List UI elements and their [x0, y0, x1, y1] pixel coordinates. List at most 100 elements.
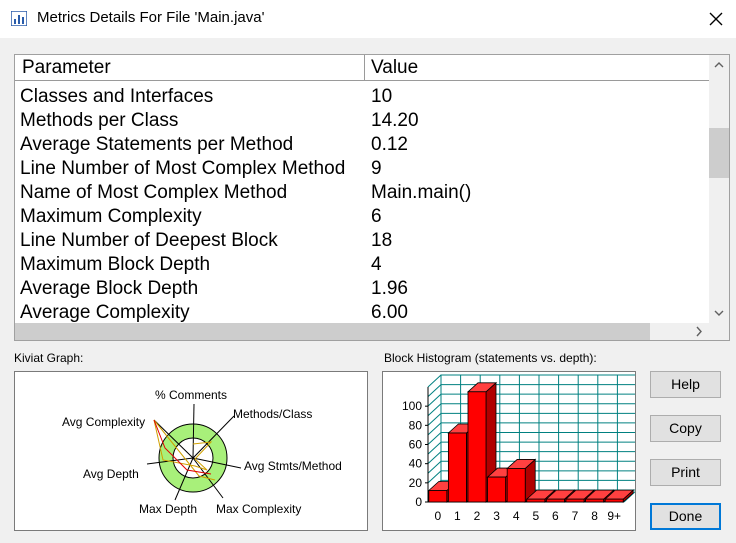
parameter-cell: Average Statements per Method	[20, 134, 294, 155]
histogram-x-tick-label: 4	[513, 509, 520, 523]
histogram-x-tick-label: 6	[552, 509, 559, 523]
copy-button[interactable]: Copy	[650, 415, 721, 442]
parameter-cell: Average Block Depth	[20, 278, 199, 299]
vertical-scroll-thumb[interactable]	[709, 128, 729, 178]
column-divider[interactable]	[364, 55, 365, 81]
column-header-parameter[interactable]: Parameter	[22, 57, 111, 78]
done-button[interactable]: Done	[650, 503, 721, 530]
value-cell: 9	[371, 158, 382, 179]
table-body: Classes and Interfaces 10 Methods per Cla…	[15, 81, 709, 323]
window-title: Metrics Details For File 'Main.java'	[37, 9, 265, 26]
histogram-y-ticks: 0 20 40 60 80 100	[402, 399, 428, 509]
histogram-x-tick-label: 9+	[607, 509, 621, 523]
histogram-bars	[427, 381, 635, 503]
kiviat-axis-label: Avg Complexity	[62, 415, 145, 429]
block-histogram-label: Block Histogram (statements vs. depth):	[384, 351, 597, 365]
parameter-cell: Classes and Interfaces	[20, 86, 214, 107]
histogram-bar	[585, 498, 605, 503]
value-cell: 6	[371, 206, 382, 227]
parameter-cell: Maximum Complexity	[20, 206, 202, 227]
histogram-gridline	[427, 432, 442, 445]
histogram-y-tick-label: 80	[409, 418, 423, 432]
value-cell: 18	[371, 230, 393, 251]
histogram-x-tick-label: 3	[493, 509, 500, 523]
histogram-gridline	[427, 374, 442, 388]
histogram-x-labels: 0 1 2 3 4 5 6 7 8 9+	[434, 509, 621, 523]
table-row[interactable]: Maximum Block Depth 4	[15, 253, 709, 277]
scrollbar-corner	[709, 323, 729, 340]
value-cell: 1.96	[371, 278, 408, 299]
histogram-bar	[526, 498, 546, 503]
vertical-scrollbar[interactable]	[709, 55, 729, 323]
kiviat-axis-label: Methods/Class	[233, 407, 312, 421]
table-row[interactable]: Average Block Depth 1.96	[15, 277, 709, 301]
histogram-gridline	[427, 460, 442, 474]
table-row[interactable]: Line Number of Most Complex Method 9	[15, 157, 709, 181]
parameter-cell: Average Complexity	[20, 302, 190, 323]
histogram-y-tick-label: 20	[409, 476, 423, 490]
kiviat-axis-label: % Comments	[155, 388, 227, 402]
histogram-gridline	[427, 403, 442, 417]
kiviat-axis-label: Avg Depth	[83, 467, 139, 481]
kiviat-polygon-outline	[153, 419, 216, 481]
kiviat-axis	[192, 457, 242, 469]
chart-icon	[11, 11, 27, 26]
histogram-gridline	[427, 393, 442, 407]
histogram-x-tick-label: 1	[454, 509, 461, 523]
title-bar	[0, 0, 736, 38]
kiviat-graph: % Comments Methods/Class Avg Stmts/Metho…	[62, 388, 342, 516]
scroll-right-icon[interactable]	[689, 323, 709, 340]
kiviat-axis-label: Max Depth	[139, 502, 197, 516]
column-header-value[interactable]: Value	[371, 57, 419, 78]
histogram-bar	[565, 498, 585, 503]
metrics-table[interactable]: Parameter Value Classes and Interfaces 10…	[14, 54, 730, 341]
value-cell: Main.main()	[371, 182, 472, 203]
table-header: Parameter Value	[15, 55, 709, 81]
histogram-bar	[428, 490, 448, 503]
histogram-bar	[467, 391, 487, 503]
kiviat-axis-label: Max Complexity	[216, 502, 301, 516]
histogram-bar	[487, 476, 507, 503]
scroll-down-icon[interactable]	[709, 303, 729, 323]
parameter-cell: Line Number of Most Complex Method	[20, 158, 346, 179]
kiviat-axis	[153, 419, 194, 459]
help-button[interactable]: Help	[650, 371, 721, 398]
table-row[interactable]: Classes and Interfaces 10	[15, 85, 709, 109]
block-histogram-panel: 0 20 40 60 80 100 0 1 2 3 4 5 6 7 8 9+	[382, 371, 638, 531]
parameter-cell: Methods per Class	[20, 110, 179, 131]
print-button[interactable]: Print	[650, 459, 721, 486]
table-row[interactable]: Line Number of Deepest Block 18	[15, 229, 709, 253]
kiviat-graph-panel: % Comments Methods/Class Avg Stmts/Metho…	[14, 371, 368, 531]
table-row[interactable]: Average Statements per Method 0.12	[15, 133, 709, 157]
histogram-x-tick-label: 8	[591, 509, 598, 523]
histogram-gridline	[427, 451, 442, 465]
value-cell: 10	[371, 86, 393, 107]
value-cell: 0.12	[371, 134, 408, 155]
histogram-x-tick-label: 2	[474, 509, 481, 523]
kiviat-axis	[192, 415, 235, 459]
histogram-x-tick-label: 7	[572, 509, 579, 523]
parameter-cell: Maximum Block Depth	[20, 254, 211, 275]
histogram-bar	[506, 468, 526, 503]
parameter-cell: Line Number of Deepest Block	[20, 230, 278, 251]
table-row[interactable]: Name of Most Complex Method Main.main()	[15, 181, 709, 205]
horizontal-scroll-thumb[interactable]	[15, 323, 650, 340]
histogram-gridline	[427, 470, 442, 484]
value-cell: 14.20	[371, 110, 419, 131]
value-cell: 6.00	[371, 302, 408, 323]
close-icon[interactable]	[701, 7, 731, 31]
value-cell: 4	[371, 254, 382, 275]
histogram-gridline	[427, 441, 442, 455]
table-row[interactable]: Maximum Complexity 6	[15, 205, 709, 229]
histogram-y-tick-label: 60	[409, 438, 423, 452]
kiviat-graph-label: Kiviat Graph:	[14, 351, 84, 365]
table-row[interactable]: Methods per Class 14.20	[15, 109, 709, 133]
scroll-up-icon[interactable]	[709, 55, 729, 75]
histogram-gridline	[427, 422, 442, 436]
parameter-cell: Name of Most Complex Method	[20, 182, 288, 203]
histogram-y-tick-label: 0	[415, 495, 422, 509]
histogram-bar	[447, 432, 467, 503]
table-row[interactable]: Average Complexity 6.00	[15, 301, 709, 323]
histogram-bar	[545, 498, 565, 503]
kiviat-axis-label: Avg Stmts/Method	[244, 459, 342, 473]
